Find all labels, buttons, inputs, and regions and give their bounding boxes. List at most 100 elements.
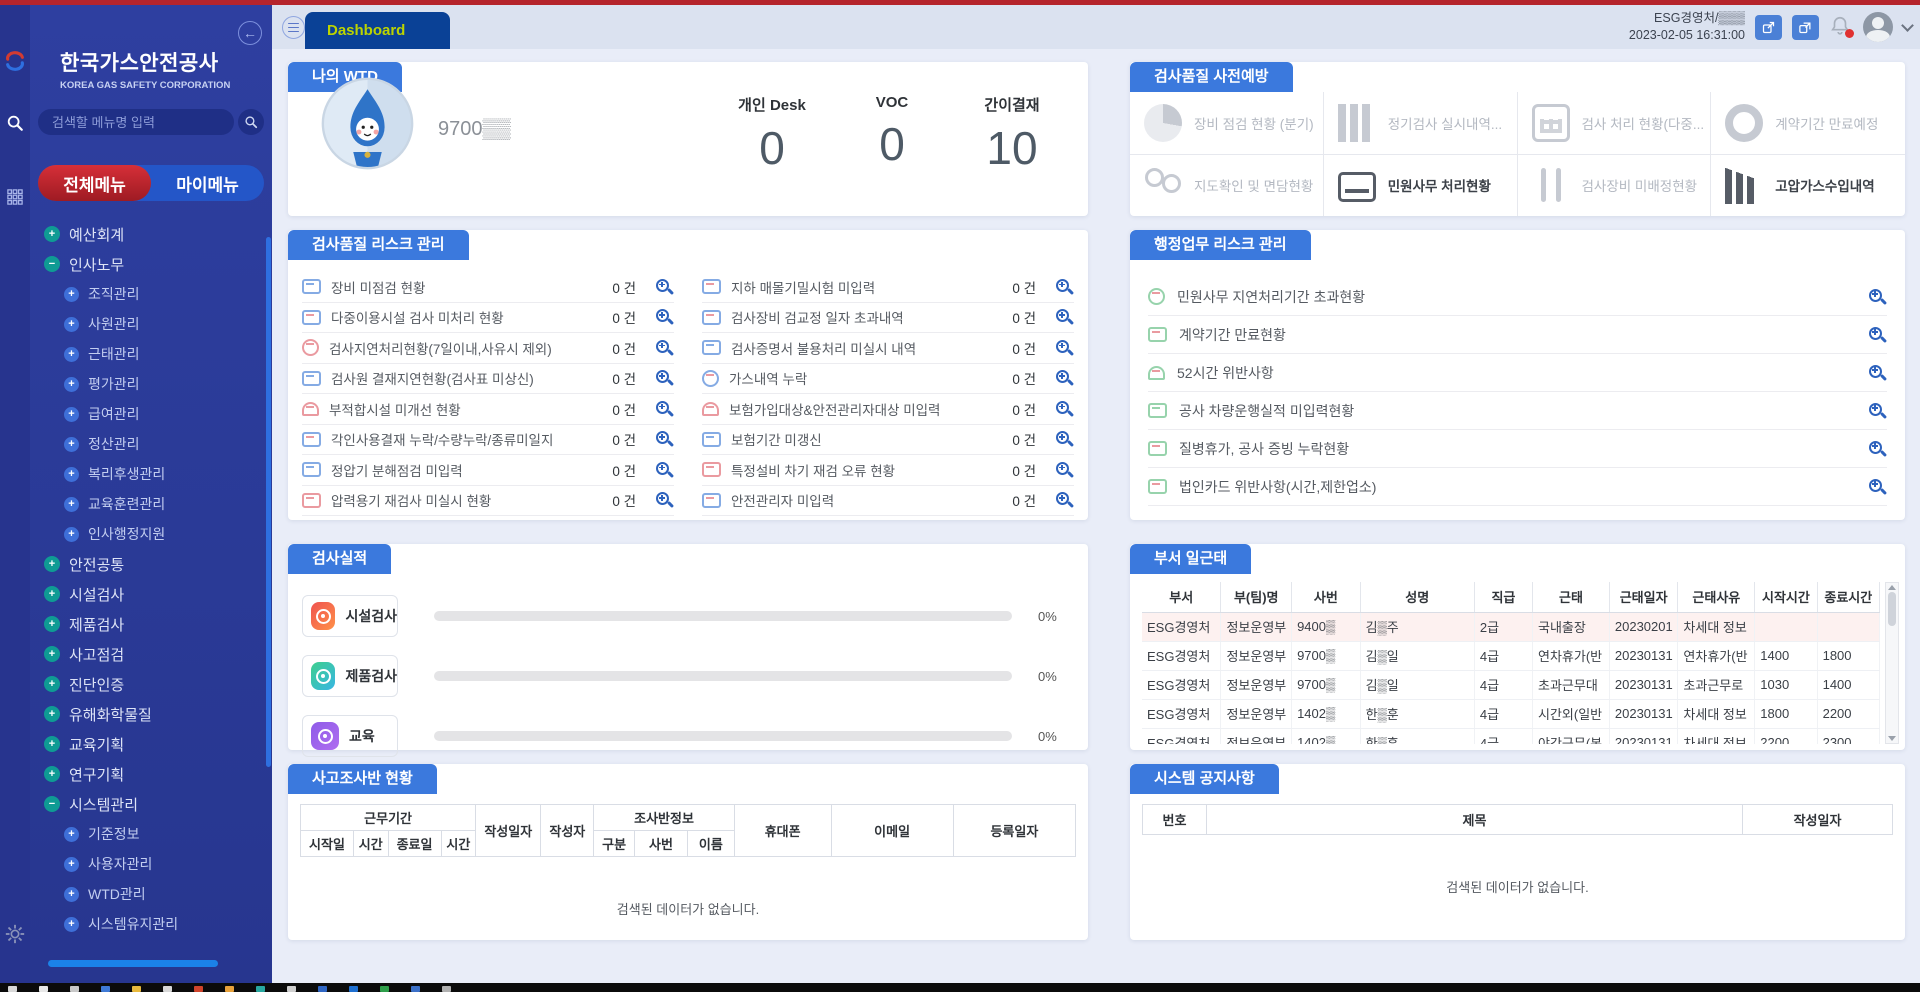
magnifier-icon[interactable] — [1867, 363, 1887, 383]
sidebar-item-base-info[interactable]: + 기준정보 — [44, 819, 272, 849]
expand-icon[interactable]: + — [64, 526, 79, 542]
sidebar-item-payroll-mgmt[interactable]: + 급여관리 — [44, 399, 272, 429]
taskbar-icon[interactable] — [39, 986, 48, 992]
taskbar-icon[interactable] — [8, 986, 17, 992]
tile-inspection-processing[interactable]: 검사 처리 현황(다중... — [1517, 92, 1712, 155]
magnifier-icon[interactable] — [1054, 338, 1074, 358]
taskbar-icon[interactable] — [411, 986, 420, 992]
settings-gear-icon[interactable] — [4, 923, 26, 945]
risk-row[interactable]: 가스내역 누락 0 건 — [702, 364, 1074, 394]
taskbar-icon[interactable] — [70, 986, 79, 992]
expand-icon[interactable]: + — [64, 826, 79, 842]
taskbar-icon[interactable] — [318, 986, 327, 992]
risk-row[interactable]: 보험기간 미갱신 0 건 — [702, 425, 1074, 455]
expand-icon[interactable]: + — [44, 706, 60, 722]
expand-icon[interactable]: + — [64, 376, 79, 392]
sidebar-item-product-inspection[interactable]: + 제품검사 — [44, 609, 272, 639]
magnifier-icon[interactable] — [654, 307, 674, 327]
risk-row[interactable]: 공사 차량운행실적 미입력현황 — [1148, 392, 1887, 430]
expand-icon[interactable]: + — [44, 226, 60, 242]
rail-search-icon[interactable] — [4, 112, 26, 134]
sidebar-item-welfare-mgmt[interactable]: + 복리후생관리 — [44, 459, 272, 489]
magnifier-icon[interactable] — [1867, 325, 1887, 345]
sidebar-item-accident-check[interactable]: + 사고점검 — [44, 639, 272, 669]
magnifier-icon[interactable] — [1054, 490, 1074, 510]
tile-guidance-interview[interactable]: 지도확인 및 면담현황 — [1130, 154, 1324, 216]
sidebar-item-safety-common[interactable]: + 안전공통 — [44, 549, 272, 579]
scroll-up-icon[interactable] — [1888, 585, 1896, 590]
open-new-window-button[interactable] — [1755, 14, 1782, 40]
risk-row[interactable]: 검사증명서 불용처리 미실시 내역 0 건 — [702, 333, 1074, 364]
expand-icon[interactable]: + — [64, 286, 79, 302]
taskbar-icon[interactable] — [132, 986, 141, 992]
risk-row[interactable]: 법인카드 위반사항(시간,제한업소) — [1148, 468, 1887, 506]
product-inspection-button[interactable]: 제품검사 — [302, 655, 398, 697]
risk-row[interactable]: 52시간 위반사항 — [1148, 354, 1887, 392]
magnifier-icon[interactable] — [654, 429, 674, 449]
sidebar-item-hr-admin-support[interactable]: + 인사행정지원 — [44, 519, 272, 549]
taskbar-icon[interactable] — [225, 986, 234, 992]
risk-row[interactable]: 지하 매몰기밀시험 미입력 0 건 — [702, 272, 1074, 303]
sidebar-item-system-mgmt[interactable]: − 시스템관리 — [44, 789, 272, 819]
expand-icon[interactable]: + — [64, 916, 79, 932]
menu-horizontal-scrollbar[interactable] — [48, 960, 218, 967]
risk-row[interactable]: 계약기간 만료현황 — [1148, 316, 1887, 354]
expand-icon[interactable]: + — [44, 586, 60, 602]
magnifier-icon[interactable] — [1054, 399, 1074, 419]
magnifier-icon[interactable] — [1867, 401, 1887, 421]
sidebar-item-hr[interactable]: − 인사노무 — [44, 249, 272, 279]
risk-row[interactable]: 부적합시설 미개선 현황 0 건 — [302, 394, 674, 425]
expand-icon[interactable]: + — [44, 616, 60, 632]
sidebar-item-employee-mgmt[interactable]: + 사원관리 — [44, 309, 272, 339]
risk-row[interactable]: 안전관리자 미입력 0 건 — [702, 486, 1074, 516]
scroll-down-icon[interactable] — [1888, 736, 1896, 741]
risk-row[interactable]: 보험가입대상&안전관리자대상 미입력 0 건 — [702, 394, 1074, 425]
menu-search-button[interactable] — [238, 109, 264, 135]
sidebar-item-budget[interactable]: + 예산회계 — [44, 219, 272, 249]
sidebar-item-user-mgmt[interactable]: + 사용자관리 — [44, 849, 272, 879]
tile-civil-affairs[interactable]: 민원사무 처리현황 — [1324, 154, 1518, 216]
expand-icon[interactable]: + — [64, 346, 79, 362]
stat-voc[interactable]: VOC 0 — [875, 94, 909, 170]
magnifier-icon[interactable] — [1054, 307, 1074, 327]
table-row[interactable]: ESG경영처 정보운영부 9700▒ 김▒일 4급 연차휴가(반 20230131 연차휴가(… — [1142, 641, 1881, 671]
collapse-icon[interactable]: − — [44, 796, 60, 812]
sidebar-item-evaluation-mgmt[interactable]: + 평가관리 — [44, 369, 272, 399]
magnifier-icon[interactable] — [654, 490, 674, 510]
os-taskbar[interactable] — [0, 983, 1920, 992]
magnifier-icon[interactable] — [1054, 277, 1074, 297]
popup-layout-button[interactable] — [1792, 14, 1819, 40]
tile-contract-expiry[interactable]: 계약기간 만료예정 — [1711, 92, 1905, 155]
expand-icon[interactable]: + — [64, 886, 79, 902]
table-vertical-scrollbar[interactable] — [1885, 582, 1899, 744]
stat-personal-desk[interactable]: 개인 Desk 0 — [738, 97, 806, 174]
magnifier-icon[interactable] — [1054, 368, 1074, 388]
expand-icon[interactable]: + — [64, 436, 79, 452]
notification-bell-icon[interactable] — [1829, 15, 1854, 39]
taskbar-icon[interactable] — [349, 986, 358, 992]
menu-search-field[interactable] — [38, 109, 234, 135]
sidebar-collapse-button[interactable]: ← — [238, 21, 262, 45]
sidebar-item-org-mgmt[interactable]: + 조직관리 — [44, 279, 272, 309]
scrollbar-thumb[interactable] — [1888, 592, 1896, 626]
sidebar-item-wtd-mgmt[interactable]: + WTD관리 — [44, 879, 272, 909]
taskbar-icon[interactable] — [380, 986, 389, 992]
facility-inspection-button[interactable]: 시설검사 — [302, 595, 398, 637]
user-avatar[interactable] — [1863, 12, 1893, 42]
expand-icon[interactable]: + — [64, 496, 79, 512]
expand-icon[interactable]: + — [44, 646, 60, 662]
magnifier-icon[interactable] — [654, 368, 674, 388]
magnifier-icon[interactable] — [1867, 287, 1887, 307]
magnifier-icon[interactable] — [654, 338, 674, 358]
sidebar-item-diagnosis-cert[interactable]: + 진단인증 — [44, 669, 272, 699]
magnifier-icon[interactable] — [654, 460, 674, 480]
magnifier-icon[interactable] — [1054, 429, 1074, 449]
risk-row[interactable]: 민원사무 지연처리기간 초과현황 — [1148, 278, 1887, 316]
risk-row[interactable]: 압력용기 재검사 미실시 현황 0 건 — [302, 486, 674, 516]
sidebar-item-hazardous-chem[interactable]: + 유해화학물질 — [44, 699, 272, 729]
magnifier-icon[interactable] — [1054, 460, 1074, 480]
risk-row[interactable]: 장비 미점검 현황 0 건 — [302, 272, 674, 303]
expand-icon[interactable]: + — [44, 736, 60, 752]
menu-search-input[interactable] — [52, 114, 220, 130]
user-menu-chevron-down-icon[interactable] — [1901, 18, 1914, 32]
